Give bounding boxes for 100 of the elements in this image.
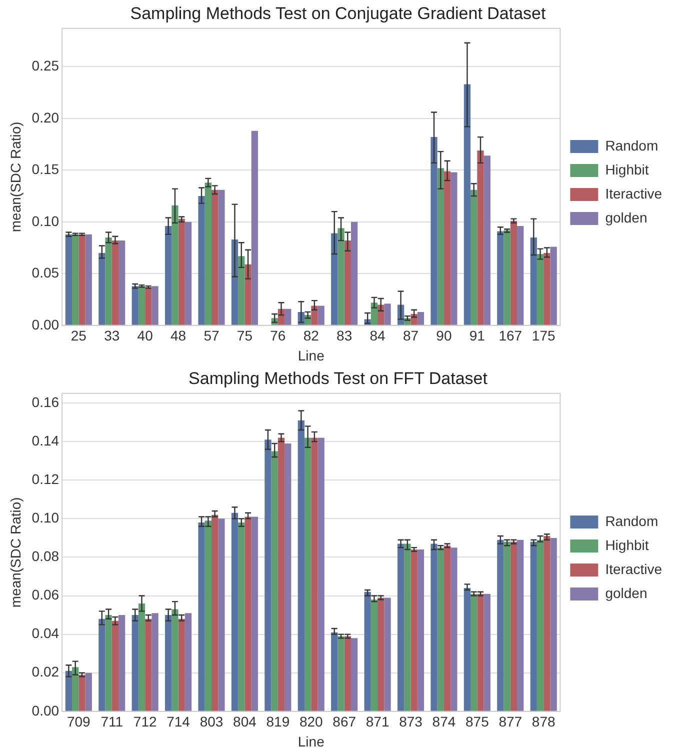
bar [370, 600, 378, 711]
bar [85, 672, 92, 711]
bar [152, 613, 158, 711]
bar [331, 233, 338, 325]
x-tick-label: 167 [498, 328, 522, 344]
bar [165, 226, 172, 325]
bar [204, 520, 212, 711]
bar [544, 536, 550, 711]
x-tick-label: 819 [266, 714, 290, 730]
bar [437, 168, 444, 325]
y-axis-title: mean(SDC Ratio) [7, 497, 24, 608]
x-tick-label: 82 [303, 328, 320, 344]
bar [184, 222, 192, 325]
bar [98, 252, 106, 325]
bar [470, 190, 478, 325]
x-tick-label: 714 [166, 714, 190, 730]
x-tick-label: 90 [436, 328, 452, 344]
bar [184, 613, 192, 711]
x-tick-label: 871 [366, 714, 390, 730]
bar [211, 190, 218, 325]
y-tick-label: 0.10 [32, 510, 60, 526]
bar [404, 544, 411, 711]
bar [477, 150, 484, 325]
bar [138, 603, 146, 711]
x-tick-label: 48 [170, 328, 186, 344]
y-tick-label: 0.12 [32, 470, 60, 487]
bar [165, 615, 172, 711]
y-tick-label: 0.08 [32, 548, 60, 564]
bar [72, 234, 79, 325]
x-tick-label: 803 [200, 714, 224, 730]
bar [384, 598, 391, 711]
bar [510, 542, 518, 711]
legend-label: golden [605, 209, 648, 226]
bar [484, 156, 490, 325]
bar [98, 618, 106, 711]
bar [350, 222, 358, 325]
bar [78, 234, 86, 325]
bar [284, 444, 292, 711]
bar [251, 516, 258, 711]
bar [550, 538, 557, 711]
x-tick-label: 175 [532, 328, 556, 344]
x-tick-label: 874 [432, 714, 456, 730]
bar [118, 615, 126, 711]
y-tick-label: 0.00 [32, 316, 60, 332]
bar [517, 226, 524, 325]
bar [264, 440, 272, 711]
bar [85, 234, 92, 325]
bar [444, 546, 451, 711]
bar [65, 670, 72, 711]
bar [238, 256, 245, 325]
bar [112, 620, 119, 711]
x-tick-label: 804 [233, 714, 257, 730]
bar [450, 172, 458, 325]
bar [338, 636, 344, 711]
bar [218, 518, 225, 711]
bar [464, 588, 471, 711]
bar [271, 451, 278, 711]
bar [464, 84, 471, 325]
y-tick-label: 0.06 [32, 586, 60, 603]
x-tick-label: 709 [66, 714, 91, 730]
y-tick-label: 0.05 [32, 264, 60, 281]
bar [178, 218, 185, 325]
bar [152, 286, 158, 325]
bar [318, 306, 324, 325]
bar [78, 674, 86, 711]
y-tick-label: 0.25 [32, 58, 60, 74]
x-tick-label: 867 [332, 714, 356, 730]
x-tick-label: 873 [399, 714, 423, 730]
bar [298, 420, 304, 711]
bar [145, 287, 152, 325]
x-tick-label: 83 [336, 328, 352, 344]
bar [430, 544, 438, 711]
bar [211, 514, 218, 711]
bar [278, 438, 285, 711]
y-tick-label: 0.04 [32, 625, 60, 642]
x-tick-label: 84 [370, 328, 386, 344]
bar [510, 220, 518, 325]
bar [504, 230, 510, 325]
bar [331, 632, 338, 711]
bar [118, 240, 126, 325]
bar [544, 252, 550, 325]
legend-label: Highbit [605, 161, 649, 178]
bar [444, 171, 451, 325]
y-tick-label: 0.14 [32, 432, 60, 448]
bar [132, 615, 138, 711]
x-axis-title: Line [298, 733, 325, 750]
bar [65, 234, 72, 325]
x-tick-label: 877 [498, 714, 522, 730]
x-tick-label: 712 [133, 714, 157, 730]
bar [504, 542, 510, 711]
bar [251, 130, 258, 325]
bar [497, 540, 504, 711]
legend-label: golden [605, 584, 648, 601]
legend-label: Random [605, 512, 658, 529]
x-tick-label: 820 [299, 714, 324, 730]
legend-label: Iteractive [605, 185, 662, 202]
x-tick-label: 57 [204, 328, 220, 344]
bar [304, 438, 312, 711]
bar [198, 522, 205, 711]
bar [410, 550, 418, 711]
